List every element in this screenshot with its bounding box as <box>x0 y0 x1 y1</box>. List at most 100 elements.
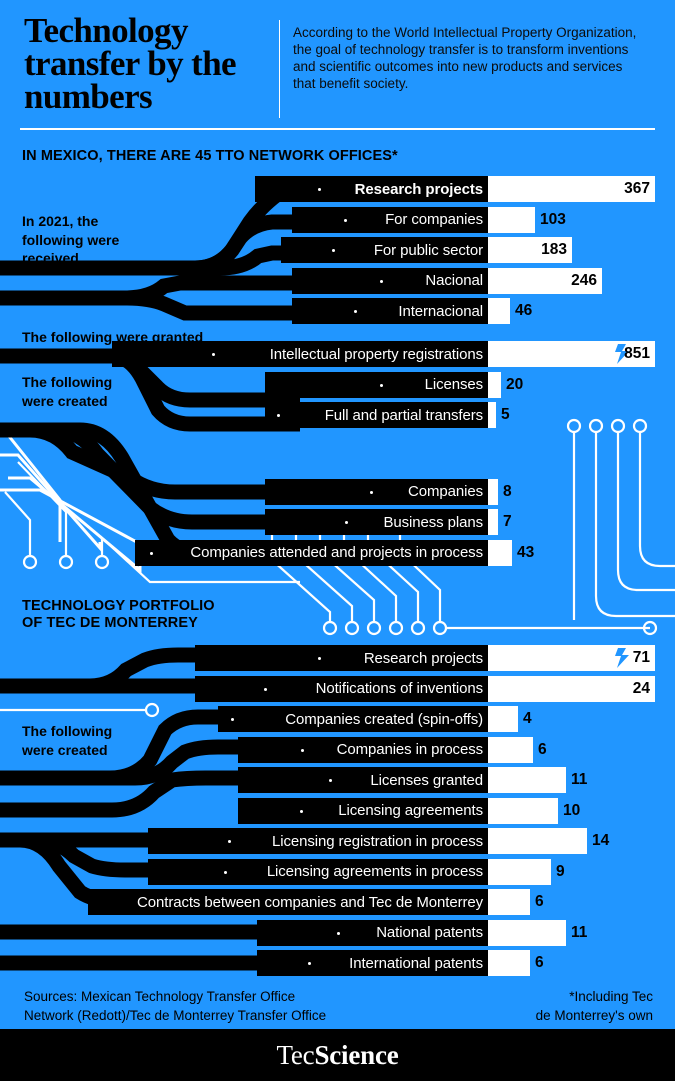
separator-dot-icon <box>329 779 332 782</box>
separator-dot-icon <box>231 718 234 721</box>
row-pipe-stub <box>238 797 318 824</box>
separator-dot-icon <box>380 279 383 283</box>
row-label: Licenses granted <box>347 767 488 793</box>
separator-dot-icon <box>345 521 348 524</box>
table-row: Licensing agreements 10 <box>0 797 675 824</box>
separator-dot-icon <box>308 962 311 965</box>
row-label: Licenses <box>398 371 488 398</box>
section-heading-tec: TECHNOLOGY PORTFOLIO OF TEC DE MONTERREY <box>22 598 215 631</box>
side-note-created-1: The following were created <box>22 374 113 409</box>
row-value: 20 <box>506 375 524 393</box>
row-pipe-stub <box>238 736 319 763</box>
row-pipe-stub <box>257 919 355 946</box>
poster-header: Technology transfer by the numbers Accor… <box>0 0 675 132</box>
separator-dot-icon <box>370 490 373 494</box>
separator-dot-icon <box>337 931 340 935</box>
row-value: 8 <box>503 482 512 500</box>
row-value: 24 <box>632 679 650 697</box>
row-value: 71 <box>632 649 650 666</box>
row-pipe-stub <box>148 858 242 885</box>
row-value: 246 <box>571 271 597 289</box>
table-row: Intellectual property registrations 851 <box>0 341 675 367</box>
separator-dot-icon <box>301 748 304 752</box>
row-label: Companies attended and projects in proce… <box>168 539 488 566</box>
table-row: Licensing agreements in process 9 <box>0 858 675 885</box>
row-pipe-stub <box>292 298 372 324</box>
sources-text: Sources: Mexican Technology Transfer Off… <box>24 989 327 1023</box>
row-value-bar <box>488 341 655 367</box>
row-value: 6 <box>538 740 547 758</box>
row-value-bar <box>488 797 558 824</box>
row-label: Full and partial transfers <box>295 402 488 428</box>
separator-dot-icon <box>150 551 153 555</box>
row-label: Companies <box>388 478 488 505</box>
tecscience-logo: Tec Science <box>0 1029 675 1081</box>
row-label: Companies in process <box>319 736 488 763</box>
row-label: Business plans <box>363 509 488 535</box>
row-value-bar <box>488 675 655 702</box>
separator-dot-icon <box>344 218 347 222</box>
row-value: 6 <box>535 893 544 910</box>
lightning-bolt-break-icon <box>615 648 629 668</box>
table-row: Full and partial transfers 5 <box>0 402 675 428</box>
row-value-bar <box>488 298 510 324</box>
row-label: Notifications of inventions <box>282 675 488 702</box>
table-row: Research projects 71 <box>0 645 675 671</box>
row-label: Licensing registration in process <box>246 828 488 854</box>
separator-dot-icon <box>318 657 321 660</box>
table-row: Companies attended and projects in proce… <box>0 539 675 566</box>
row-pipe-stub <box>257 950 326 976</box>
row-value: 11 <box>571 923 588 941</box>
row-label: Licensing agreements <box>318 797 488 824</box>
separator-dot-icon <box>380 383 383 387</box>
row-value-bar <box>488 267 602 294</box>
row-value: 7 <box>503 513 512 530</box>
row-pipe-stub <box>195 645 336 671</box>
row-pipe-stub <box>265 478 388 505</box>
section-heading-mexico: IN MEXICO, THERE ARE 45 TTO NETWORK OFFI… <box>22 148 398 164</box>
side-note-received: In 2021, the following were received <box>22 213 120 266</box>
row-value: 6 <box>535 954 544 971</box>
table-row: Licenses granted 11 <box>0 767 675 793</box>
row-value-bar <box>488 736 533 763</box>
lightning-bolt-break-icon <box>615 344 629 364</box>
row-pipe-stub <box>265 371 398 398</box>
logo-science: Science <box>314 1039 399 1070</box>
row-label: Nacional <box>398 267 488 294</box>
row-value: 9 <box>556 862 565 880</box>
row-value-bar <box>488 371 501 398</box>
row-value-bar <box>488 539 512 566</box>
table-row: Companies in process 6 <box>0 736 675 763</box>
table-row: For public sector 183 <box>0 237 675 263</box>
row-label: National patents <box>355 919 488 946</box>
row-value: 43 <box>517 543 535 561</box>
row-value-bar <box>488 767 566 793</box>
separator-dot-icon <box>300 809 303 813</box>
row-pipe-stub <box>281 237 350 263</box>
row-value-bar <box>488 828 587 854</box>
separator-dot-icon <box>224 870 227 874</box>
table-row: Research projects 367 <box>0 176 675 202</box>
row-pipe-stub <box>255 176 336 202</box>
row-label: Intellectual property registrations <box>230 341 488 367</box>
table-row: Licenses 20 <box>0 371 675 398</box>
asterisk-note: *Including Tec de Monterrey's own <box>535 989 653 1023</box>
table-row: Contracts between companies and Tec de M… <box>0 889 675 915</box>
row-value-bar <box>488 402 496 428</box>
table-row: National patents 11 <box>0 919 675 946</box>
table-row: International patents 6 <box>0 950 675 976</box>
row-value: 11 <box>571 771 588 788</box>
side-note-created-2: The following were created <box>22 723 113 758</box>
row-pipe-stub <box>148 828 246 854</box>
row-value-bar <box>488 478 498 505</box>
row-pipe-stub <box>292 206 362 233</box>
row-value-bar <box>488 206 535 233</box>
row-value-bar <box>488 176 655 202</box>
table-row: Companies 8 <box>0 478 675 505</box>
intro-paragraph: According to the World Intellectual Prop… <box>293 25 637 91</box>
separator-dot-icon <box>332 249 335 252</box>
row-label: Contracts between companies and Tec de M… <box>88 889 488 915</box>
row-pipe-stub <box>265 509 363 535</box>
row-value: 4 <box>523 710 532 727</box>
